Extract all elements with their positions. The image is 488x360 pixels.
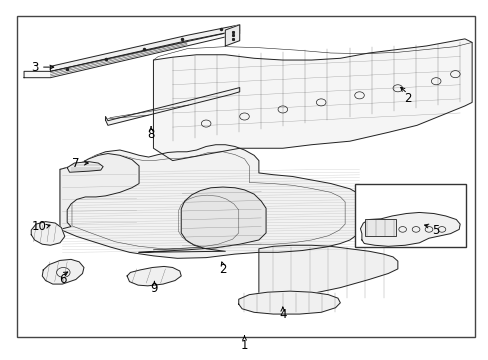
Text: 10: 10 [32, 220, 47, 233]
Text: 8: 8 [147, 128, 154, 141]
Text: 9: 9 [150, 282, 158, 295]
Text: 7: 7 [72, 157, 80, 170]
Text: 2: 2 [219, 264, 226, 276]
Polygon shape [258, 245, 397, 300]
Polygon shape [225, 25, 239, 46]
Text: 4: 4 [279, 308, 286, 321]
Polygon shape [24, 30, 239, 78]
Polygon shape [31, 222, 64, 245]
Polygon shape [50, 25, 239, 71]
Polygon shape [139, 187, 265, 252]
Text: 2: 2 [403, 93, 410, 105]
Polygon shape [105, 87, 239, 125]
Bar [365, 219, 396, 237]
Polygon shape [67, 162, 103, 172]
Polygon shape [60, 145, 364, 258]
Text: 3: 3 [31, 60, 38, 73]
Polygon shape [60, 154, 139, 229]
Text: 5: 5 [431, 224, 439, 237]
Polygon shape [360, 212, 459, 246]
Polygon shape [238, 291, 340, 314]
Text: 6: 6 [59, 273, 66, 286]
Polygon shape [127, 266, 181, 286]
Polygon shape [153, 39, 471, 161]
Polygon shape [42, 259, 84, 284]
Text: 1: 1 [240, 339, 248, 352]
Bar [354, 184, 465, 247]
